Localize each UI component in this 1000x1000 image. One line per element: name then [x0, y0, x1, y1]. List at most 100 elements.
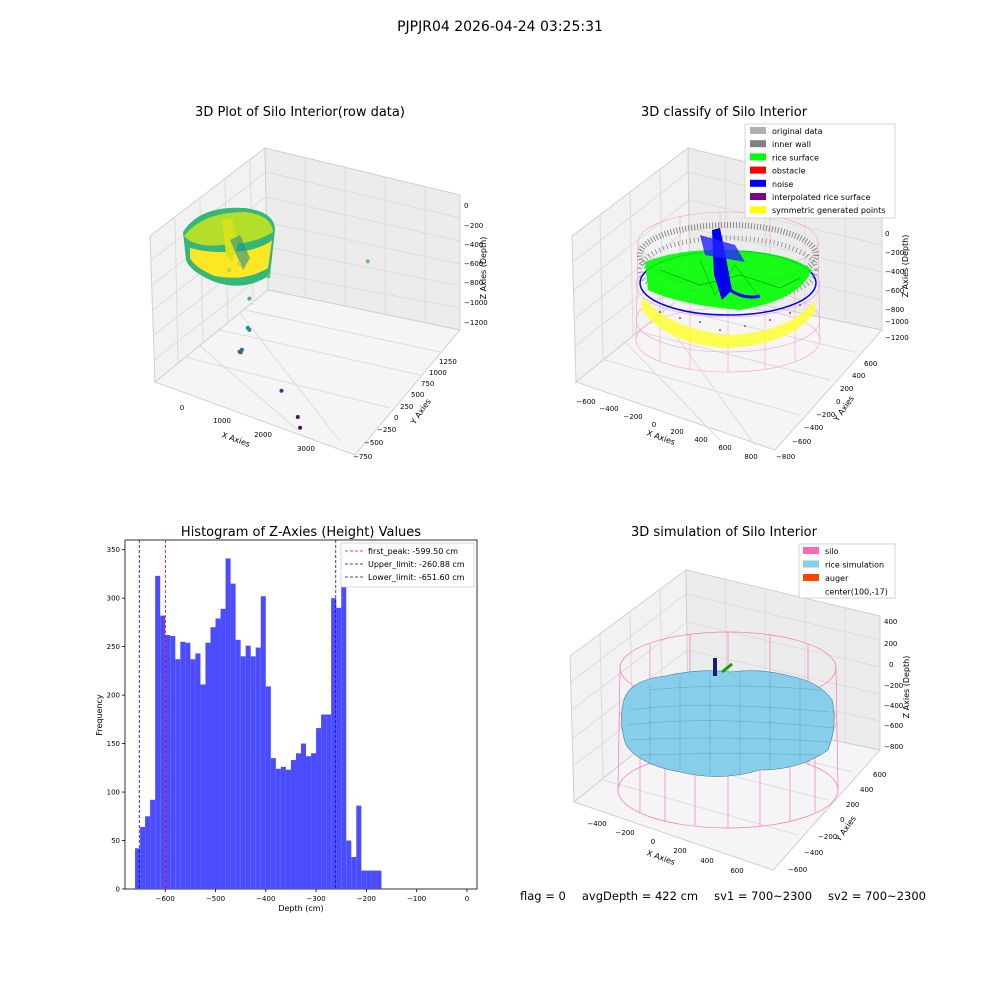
- hist-bar: [341, 559, 347, 889]
- raw-outlier-point: [237, 261, 242, 266]
- hist-xtick-label: −300: [306, 895, 325, 903]
- hist-bar: [356, 805, 362, 889]
- hist-bar: [270, 758, 276, 889]
- legend-swatch: [750, 153, 766, 161]
- panel-sim-xtick: 600: [730, 867, 743, 875]
- hist-bar: [230, 583, 236, 889]
- hist-xtick-label: −500: [206, 895, 225, 903]
- hist-bar: [145, 816, 151, 889]
- legend-label: center(100,-17): [825, 588, 888, 597]
- panel-classify-zlabel: Z Axies (Depth): [901, 235, 910, 298]
- hist-ytick-label: 300: [107, 595, 120, 603]
- hist-legend-label: Lower_limit: -651.60 cm: [368, 573, 465, 582]
- hist-bar: [175, 659, 181, 889]
- hist-legend-label: first_peak: -599.50 cm: [368, 547, 458, 556]
- panel-sim-yticks: −600 −400 −200 0 200 400 600: [788, 771, 886, 874]
- raw-outlier-point: [298, 425, 303, 430]
- hist-bars: [135, 558, 382, 889]
- raw-outlier-point: [247, 327, 252, 332]
- panel-raw-grid: [150, 158, 461, 442]
- hist-bar: [326, 714, 332, 889]
- panel-classify-ytick: −800: [776, 453, 795, 461]
- legend-label: auger: [825, 574, 849, 583]
- panel-sim-ytick: 0: [840, 816, 844, 824]
- legend-swatch: [750, 166, 766, 174]
- hist-bar: [366, 870, 372, 889]
- legend-label: interpolated rice surface: [772, 193, 870, 202]
- legend-label: rice simulation: [825, 561, 884, 570]
- panel-sim-ztick: −400: [884, 702, 903, 710]
- panel-sim-xtick: −200: [615, 829, 634, 837]
- panel-raw-xtick: 0: [180, 404, 184, 412]
- panel-classify-xtick: 800: [744, 453, 757, 461]
- figure-suptitle: PJPJR04 2026-04-24 03:25:31: [397, 19, 603, 35]
- hist-ytick-label: 200: [107, 692, 120, 700]
- panel-raw-ztick: −800: [464, 279, 483, 287]
- panel-raw-xtick: 3000: [297, 445, 315, 453]
- raw-outlier-point: [266, 274, 271, 279]
- status-line: flag = 0 avgDepth = 422 cm sv1 = 700~2300 s…: [520, 889, 942, 903]
- hist-xtick-label: 0: [465, 895, 469, 903]
- panel-sim-xtick: −400: [587, 820, 606, 828]
- panel-classify-xtick: −400: [599, 405, 618, 413]
- legend-swatch: [750, 206, 766, 214]
- panel-classify-ztick: −1200: [885, 334, 909, 342]
- panel-sim-ztick: 200: [884, 640, 897, 648]
- hist-xtick-label: −200: [357, 895, 376, 903]
- hist-xlabel: Depth (cm): [278, 904, 323, 913]
- panel-classify-ztick: −200: [885, 249, 904, 257]
- panel-classify-xtick: 200: [670, 428, 683, 436]
- hist-ytick-label: 0: [116, 886, 120, 894]
- panel-classify-ytick: 200: [840, 385, 853, 393]
- panel-sim-ytick: −600: [788, 866, 807, 874]
- hist-bar: [185, 642, 191, 889]
- hist-bar: [275, 768, 281, 889]
- panel-classify-ytick: 0: [836, 398, 840, 406]
- panel-raw-xtick: 1000: [213, 417, 231, 425]
- legend-swatch: [803, 574, 819, 581]
- legend-swatch: [750, 127, 766, 134]
- hist-bar: [170, 635, 176, 889]
- panel-classify-xtick: −200: [623, 413, 642, 421]
- hist-xtick-label: −100: [407, 895, 426, 903]
- status-sv1: sv1 = 700~2300: [714, 889, 813, 903]
- hist-xtick-label: −600: [156, 895, 175, 903]
- panel-raw-ytick: −500: [364, 439, 383, 447]
- panel-raw-ytick: 1250: [439, 358, 457, 366]
- status-flag: flag = 0: [520, 889, 566, 903]
- panel-raw-ztick: −1200: [464, 319, 488, 327]
- panel-raw-ytick: −250: [377, 426, 396, 434]
- panel-raw-ytick: 750: [421, 380, 434, 388]
- hist-bar: [180, 641, 186, 889]
- legend-label: silo: [825, 547, 839, 556]
- panel-raw-ytick: 1000: [429, 369, 447, 377]
- panel-classify-points: [635, 211, 821, 373]
- panel-sim-xtick: 200: [673, 847, 686, 855]
- hist-bar: [200, 684, 206, 889]
- panel-classify-yticks: −800 −600 −400 −200 0 200 400 600: [776, 360, 877, 461]
- hist-bar: [306, 756, 312, 889]
- hist-bar: [245, 645, 251, 889]
- panel-classify-ytick: −200: [816, 411, 835, 419]
- panel-classify-ztick: 0: [885, 230, 889, 238]
- panel-raw-ytick: −750: [353, 453, 372, 461]
- panel-raw-ztick: −1000: [464, 299, 488, 307]
- panel-sim-xtick: 0: [651, 838, 655, 846]
- panel-sim-ztick: −600: [884, 722, 903, 730]
- panel-histogram: Histogram of Z-Axies (Height) Values −60…: [95, 525, 478, 913]
- hist-bar: [150, 799, 156, 889]
- panel-raw-title: 3D Plot of Silo Interior(row data): [195, 105, 405, 120]
- hist-bar: [240, 656, 246, 889]
- hist-bar: [301, 743, 307, 889]
- raw-outlier-point: [365, 259, 370, 264]
- hist-bar: [371, 870, 377, 889]
- raw-outlier-point: [295, 415, 300, 419]
- hist-bar: [225, 558, 231, 889]
- panel-raw-zticks: 0 −200 −400 −600 −800 −1000 −1200: [464, 202, 488, 327]
- hist-bar: [235, 639, 241, 889]
- panel-classify-ztick: −400: [885, 268, 904, 276]
- raw-outlier-point: [227, 267, 232, 272]
- panel-raw-ztick: −400: [464, 241, 483, 249]
- hist-bar: [336, 607, 342, 889]
